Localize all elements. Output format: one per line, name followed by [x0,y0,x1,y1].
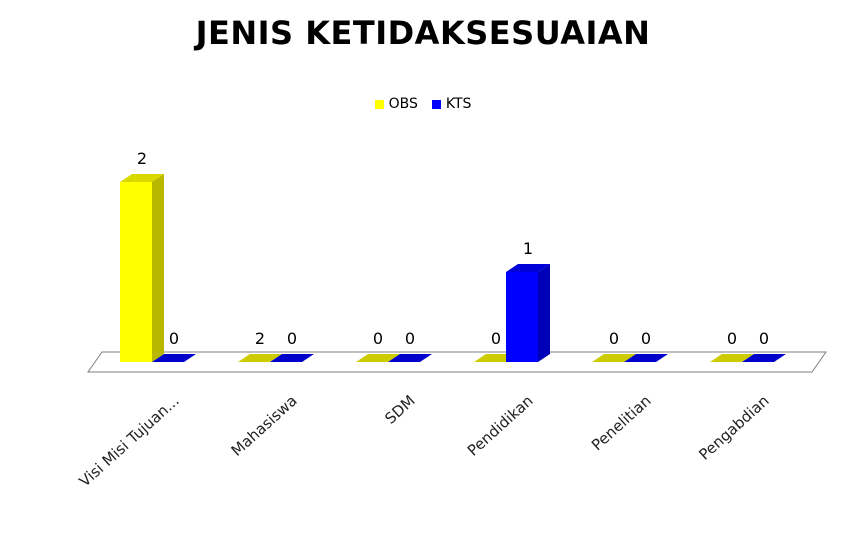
data-label-obs-visi-misi-tujuan: 2 [137,149,147,168]
bar-kts-pengabdian [742,354,786,362]
data-label-obs-pengabdian: 0 [727,329,737,348]
legend-swatch-kts [431,99,441,109]
bar-side-obs-visi-misi-tujuan [152,174,164,362]
data-label-kts-sdm: 0 [405,329,415,348]
category-label-sdm: SDM [381,392,418,428]
data-label-obs-penelitian: 0 [609,329,619,348]
bar-top-obs-visi-misi-tujuan [120,174,164,182]
data-label-kts-pendidikan: 1 [523,239,533,258]
category-label-penelitian: Penelitian [588,392,655,455]
data-label-kts-penelitian: 0 [641,329,651,348]
data-label-kts-pengabdian: 0 [759,329,769,348]
bar-kts-penelitian [624,354,668,362]
legend-item-obs: OBS [374,96,418,112]
category-label-pengabdian: Pengabdian [695,392,772,464]
bar-obs-mahasiswa [238,354,282,362]
data-label-kts-mahasiswa: 0 [287,329,297,348]
data-label-obs-sdm: 0 [373,329,383,348]
legend: OBS KTS [0,96,846,112]
bar-obs-penelitian [592,354,636,362]
legend-item-kts: KTS [431,96,472,112]
bar-side-kts-pendidikan [538,264,550,362]
bar-top-kts-pendidikan [506,264,550,272]
chart-title: JENIS KETIDAKSESUAIAN [195,14,651,52]
legend-swatch-obs [374,99,384,109]
legend-label-kts: KTS [445,96,472,112]
data-label-obs-mahasiswa: 2 [255,329,265,348]
bar-kts-sdm [388,354,432,362]
category-label-visi-misi-tujuan: Visi Misi Tujuan... [76,392,183,491]
bar-obs-pengabdian [710,354,754,362]
bar-obs-visi-misi-tujuan [120,182,152,362]
category-label-pendidikan: Pendidikan [464,392,537,460]
bar-kts-pendidikan [506,272,538,362]
data-label-kts-visi-misi-tujuan: 0 [169,329,179,348]
legend-label-obs: OBS [388,96,418,112]
bar-kts-mahasiswa [270,354,314,362]
data-label-obs-pendidikan: 0 [491,329,501,348]
bar-obs-sdm [356,354,400,362]
category-label-mahasiswa: Mahasiswa [228,392,301,460]
bar-kts-visi-misi-tujuan [152,354,196,362]
